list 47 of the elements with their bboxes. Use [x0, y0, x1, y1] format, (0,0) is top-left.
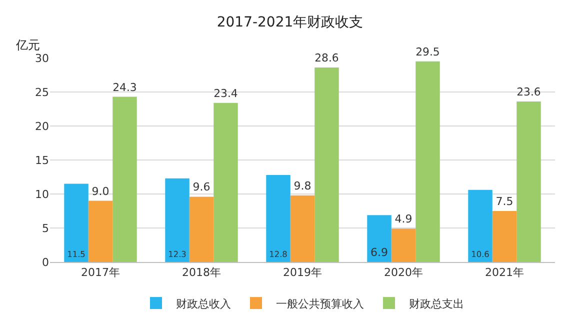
y-tick-label: 10: [35, 188, 49, 201]
data-label: 12.8: [269, 248, 288, 259]
data-label: 28.6: [314, 52, 339, 65]
bar: [88, 200, 113, 262]
bar: [492, 211, 517, 262]
data-label: 23.4: [214, 86, 238, 100]
bar: [290, 195, 315, 262]
data-label: 12.3: [168, 248, 186, 259]
x-tick-label: 2020年: [384, 266, 423, 280]
bar: [189, 196, 214, 262]
data-label: 29.5: [416, 45, 440, 58]
bar: [64, 184, 88, 262]
data-label: 10.6: [471, 248, 490, 259]
x-tick-label: 2018年: [182, 266, 221, 280]
data-label: 4.9: [394, 212, 412, 226]
legend-label: 财政总支出: [409, 297, 464, 310]
chart-title: 2017-2021年财政收支: [216, 14, 364, 30]
bar: [112, 96, 137, 262]
bar: [468, 190, 492, 262]
bar: [367, 215, 392, 262]
legend-label: 一般公共预算收入: [276, 297, 364, 310]
bar: [416, 61, 440, 262]
x-tick-label: 2017年: [81, 266, 120, 280]
legend-label: 财政总收入: [176, 297, 231, 310]
bar: [165, 178, 190, 262]
bar: [516, 102, 541, 262]
bar: [266, 174, 290, 262]
data-label: 9.6: [192, 180, 210, 194]
y-tick-label: 30: [35, 52, 49, 65]
bar: [391, 228, 416, 262]
data-label: 9.0: [92, 184, 110, 198]
data-label: 23.6: [516, 86, 541, 99]
x-tick-label: 2021年: [485, 266, 524, 280]
data-label: 6.9: [370, 246, 388, 259]
y-tick-label: 5: [42, 222, 49, 235]
data-label: 11.5: [67, 248, 86, 259]
data-label: 24.3: [112, 80, 137, 94]
data-label: 9.8: [294, 179, 312, 192]
data-label: 7.5: [496, 195, 514, 208]
bar: [314, 68, 339, 262]
x-tick-label: 2019年: [283, 266, 322, 280]
y-tick-label: 20: [35, 120, 49, 133]
y-tick-label: 25: [35, 86, 49, 99]
y-axis-title: 亿元: [15, 38, 40, 52]
bar: [214, 102, 238, 262]
y-tick-label: 15: [35, 154, 49, 167]
y-tick-label: 0: [42, 256, 49, 269]
